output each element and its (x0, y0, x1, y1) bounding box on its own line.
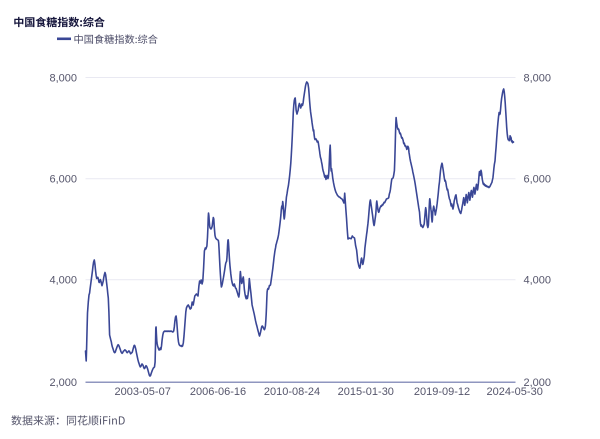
svg-text:2015-01-30: 2015-01-30 (338, 386, 394, 398)
svg-text:2,000: 2,000 (49, 377, 77, 389)
svg-text:4,000: 4,000 (524, 275, 552, 287)
svg-text:2019-09-12: 2019-09-12 (414, 386, 470, 398)
svg-text:6,000: 6,000 (524, 174, 552, 186)
svg-text:8,000: 8,000 (49, 72, 77, 84)
svg-text:2,000: 2,000 (524, 377, 552, 389)
svg-text:4,000: 4,000 (49, 275, 77, 287)
svg-text:2024-05-30: 2024-05-30 (487, 386, 543, 398)
svg-text:2010-08-24: 2010-08-24 (264, 386, 320, 398)
svg-text:2006-06-16: 2006-06-16 (190, 386, 246, 398)
svg-text:2003-05-07: 2003-05-07 (115, 386, 171, 398)
svg-text:8,000: 8,000 (524, 72, 552, 84)
svg-text:6,000: 6,000 (49, 174, 77, 186)
